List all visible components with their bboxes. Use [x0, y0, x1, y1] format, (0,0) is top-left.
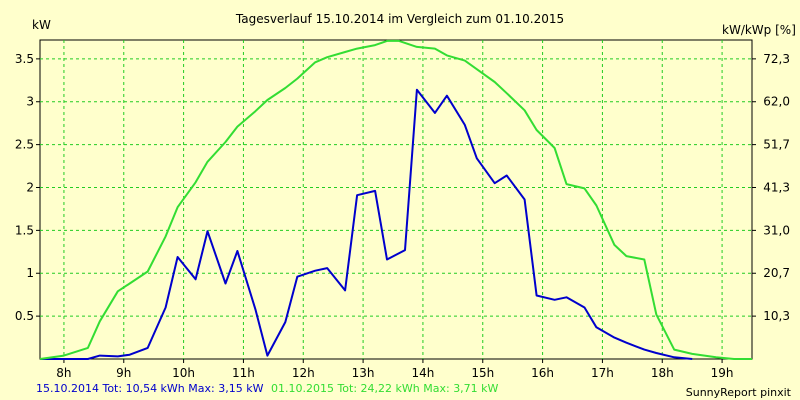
- x-tick-label: 19h: [711, 366, 734, 380]
- y-tick-label-right: 72,3: [763, 52, 790, 66]
- x-tick-label: 13h: [352, 366, 375, 380]
- y-tick-label-right: 51,7: [763, 138, 790, 152]
- y-axis-left-label: kW: [32, 18, 51, 32]
- y-tick-label-left: 0.5: [15, 309, 34, 323]
- x-tick-label: 18h: [651, 366, 674, 380]
- y-tick-label-left: 3: [26, 95, 34, 109]
- series-line-2: [39, 39, 752, 360]
- y-tick-label-left: 1.5: [15, 223, 34, 237]
- y-tick-label-right: 20,7: [763, 266, 790, 280]
- y-tick-label-left: 3.5: [15, 52, 34, 66]
- x-tick-label: 10h: [172, 366, 195, 380]
- series-line-1: [40, 88, 693, 360]
- x-tick-label: 9h: [116, 366, 131, 380]
- tick-labels: 8h 9h 10h 11h 12h 13h 14h 15h 16h 17h 18h 19h 0.5 1 1.…: [15, 52, 790, 380]
- x-tick-label: 17h: [591, 366, 614, 380]
- x-tick-label: 15h: [471, 366, 494, 380]
- chart-title: Tagesverlauf 15.10.2014 im Vergleich zum…: [235, 12, 564, 26]
- x-tick-label: 11h: [232, 366, 255, 380]
- x-tick-label: 12h: [292, 366, 315, 380]
- y-tick-label-right: 62,0: [763, 95, 790, 109]
- y-tick-label-left: 1: [26, 266, 34, 280]
- x-tick-label: 8h: [56, 366, 71, 380]
- x-tick-label: 16h: [531, 366, 554, 380]
- grid: [36, 40, 756, 363]
- plot-area: [39, 39, 753, 360]
- footer-summary: 15.10.2014 Tot: 10,54 kWh Max: 3,15 kW 0…: [36, 382, 499, 395]
- y-tick-label-right: 31,0: [763, 223, 790, 237]
- y-tick-label-left: 2.5: [15, 138, 34, 152]
- footer-credit: SunnyReport pinxit: [686, 386, 792, 399]
- y-tick-label-right: 41,3: [763, 180, 790, 194]
- y-axis-right-label: kW/kWp [%]: [722, 23, 796, 37]
- y-tick-label-left: 2: [26, 180, 34, 194]
- x-tick-label: 14h: [411, 366, 434, 380]
- y-tick-label-right: 10,3: [763, 309, 790, 323]
- footer-series2-summary: 01.10.2015 Tot: 24,22 kWh Max: 3,71 kW: [271, 382, 499, 395]
- series-layer: [39, 39, 752, 360]
- footer-series1-summary: 15.10.2014 Tot: 10,54 kWh Max: 3,15 kW: [36, 382, 264, 395]
